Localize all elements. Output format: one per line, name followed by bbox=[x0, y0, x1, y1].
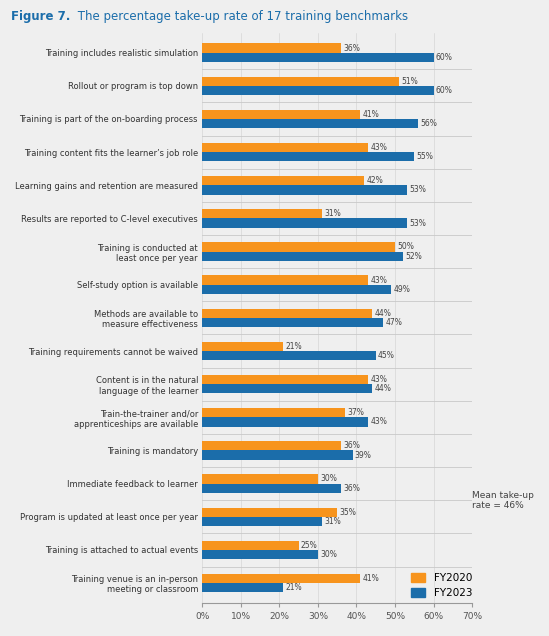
Text: 60%: 60% bbox=[436, 53, 453, 62]
Text: 45%: 45% bbox=[378, 351, 395, 360]
Text: Mean take-up
rate = 46%: Mean take-up rate = 46% bbox=[472, 490, 534, 510]
Text: 44%: 44% bbox=[374, 308, 391, 318]
Bar bbox=[202, 483, 341, 493]
Bar bbox=[202, 308, 372, 318]
Text: 52%: 52% bbox=[405, 252, 422, 261]
Bar bbox=[202, 375, 368, 384]
Text: 36%: 36% bbox=[343, 441, 360, 450]
Text: 50%: 50% bbox=[397, 242, 414, 251]
Bar bbox=[202, 450, 352, 460]
Bar bbox=[202, 119, 418, 128]
Text: 56%: 56% bbox=[421, 119, 438, 128]
Text: 35%: 35% bbox=[339, 508, 356, 516]
Bar bbox=[202, 176, 364, 185]
Legend: FY2020, FY2023: FY2020, FY2023 bbox=[411, 573, 472, 598]
Bar bbox=[202, 43, 341, 53]
Text: 39%: 39% bbox=[355, 451, 372, 460]
Bar bbox=[202, 351, 376, 361]
Bar bbox=[202, 408, 345, 417]
Bar bbox=[202, 275, 368, 285]
Bar bbox=[202, 417, 368, 427]
Text: 43%: 43% bbox=[371, 143, 387, 152]
Bar bbox=[202, 517, 322, 526]
Bar bbox=[202, 550, 318, 559]
Bar bbox=[202, 209, 322, 218]
Bar bbox=[202, 218, 407, 228]
Text: 31%: 31% bbox=[324, 209, 341, 218]
Text: 21%: 21% bbox=[285, 342, 302, 351]
Bar bbox=[202, 152, 414, 162]
Bar bbox=[202, 86, 434, 95]
Bar bbox=[202, 541, 299, 550]
Text: 21%: 21% bbox=[285, 583, 302, 592]
Text: 53%: 53% bbox=[409, 219, 426, 228]
Text: 47%: 47% bbox=[386, 318, 402, 327]
Text: 42%: 42% bbox=[366, 176, 383, 185]
Bar bbox=[202, 318, 383, 327]
Text: 49%: 49% bbox=[394, 285, 410, 294]
Text: 31%: 31% bbox=[324, 517, 341, 526]
Bar bbox=[202, 384, 372, 394]
Bar bbox=[202, 285, 391, 294]
Text: 30%: 30% bbox=[320, 550, 337, 559]
Text: The percentage take-up rate of 17 training benchmarks: The percentage take-up rate of 17 traini… bbox=[74, 10, 408, 23]
Bar bbox=[202, 143, 368, 152]
Bar bbox=[202, 185, 407, 195]
Text: 36%: 36% bbox=[343, 484, 360, 493]
Text: 43%: 43% bbox=[371, 275, 387, 284]
Text: 30%: 30% bbox=[320, 474, 337, 483]
Bar bbox=[202, 574, 360, 583]
Text: 44%: 44% bbox=[374, 384, 391, 393]
Text: 53%: 53% bbox=[409, 186, 426, 195]
Bar bbox=[202, 583, 283, 592]
Text: 43%: 43% bbox=[371, 375, 387, 384]
Text: Figure 7.: Figure 7. bbox=[11, 10, 70, 23]
Bar bbox=[202, 110, 360, 119]
Bar bbox=[202, 53, 434, 62]
Text: 43%: 43% bbox=[371, 417, 387, 427]
Bar bbox=[202, 252, 403, 261]
Text: 41%: 41% bbox=[362, 574, 379, 583]
Text: 51%: 51% bbox=[401, 77, 418, 86]
Text: 25%: 25% bbox=[301, 541, 318, 550]
Bar bbox=[202, 76, 399, 86]
Text: 55%: 55% bbox=[417, 152, 434, 162]
Bar bbox=[202, 441, 341, 450]
Bar bbox=[202, 474, 318, 483]
Text: 60%: 60% bbox=[436, 86, 453, 95]
Bar bbox=[202, 342, 283, 351]
Text: 36%: 36% bbox=[343, 43, 360, 53]
Text: 41%: 41% bbox=[362, 110, 379, 119]
Bar bbox=[202, 242, 395, 252]
Bar bbox=[202, 508, 337, 517]
Text: 37%: 37% bbox=[347, 408, 364, 417]
